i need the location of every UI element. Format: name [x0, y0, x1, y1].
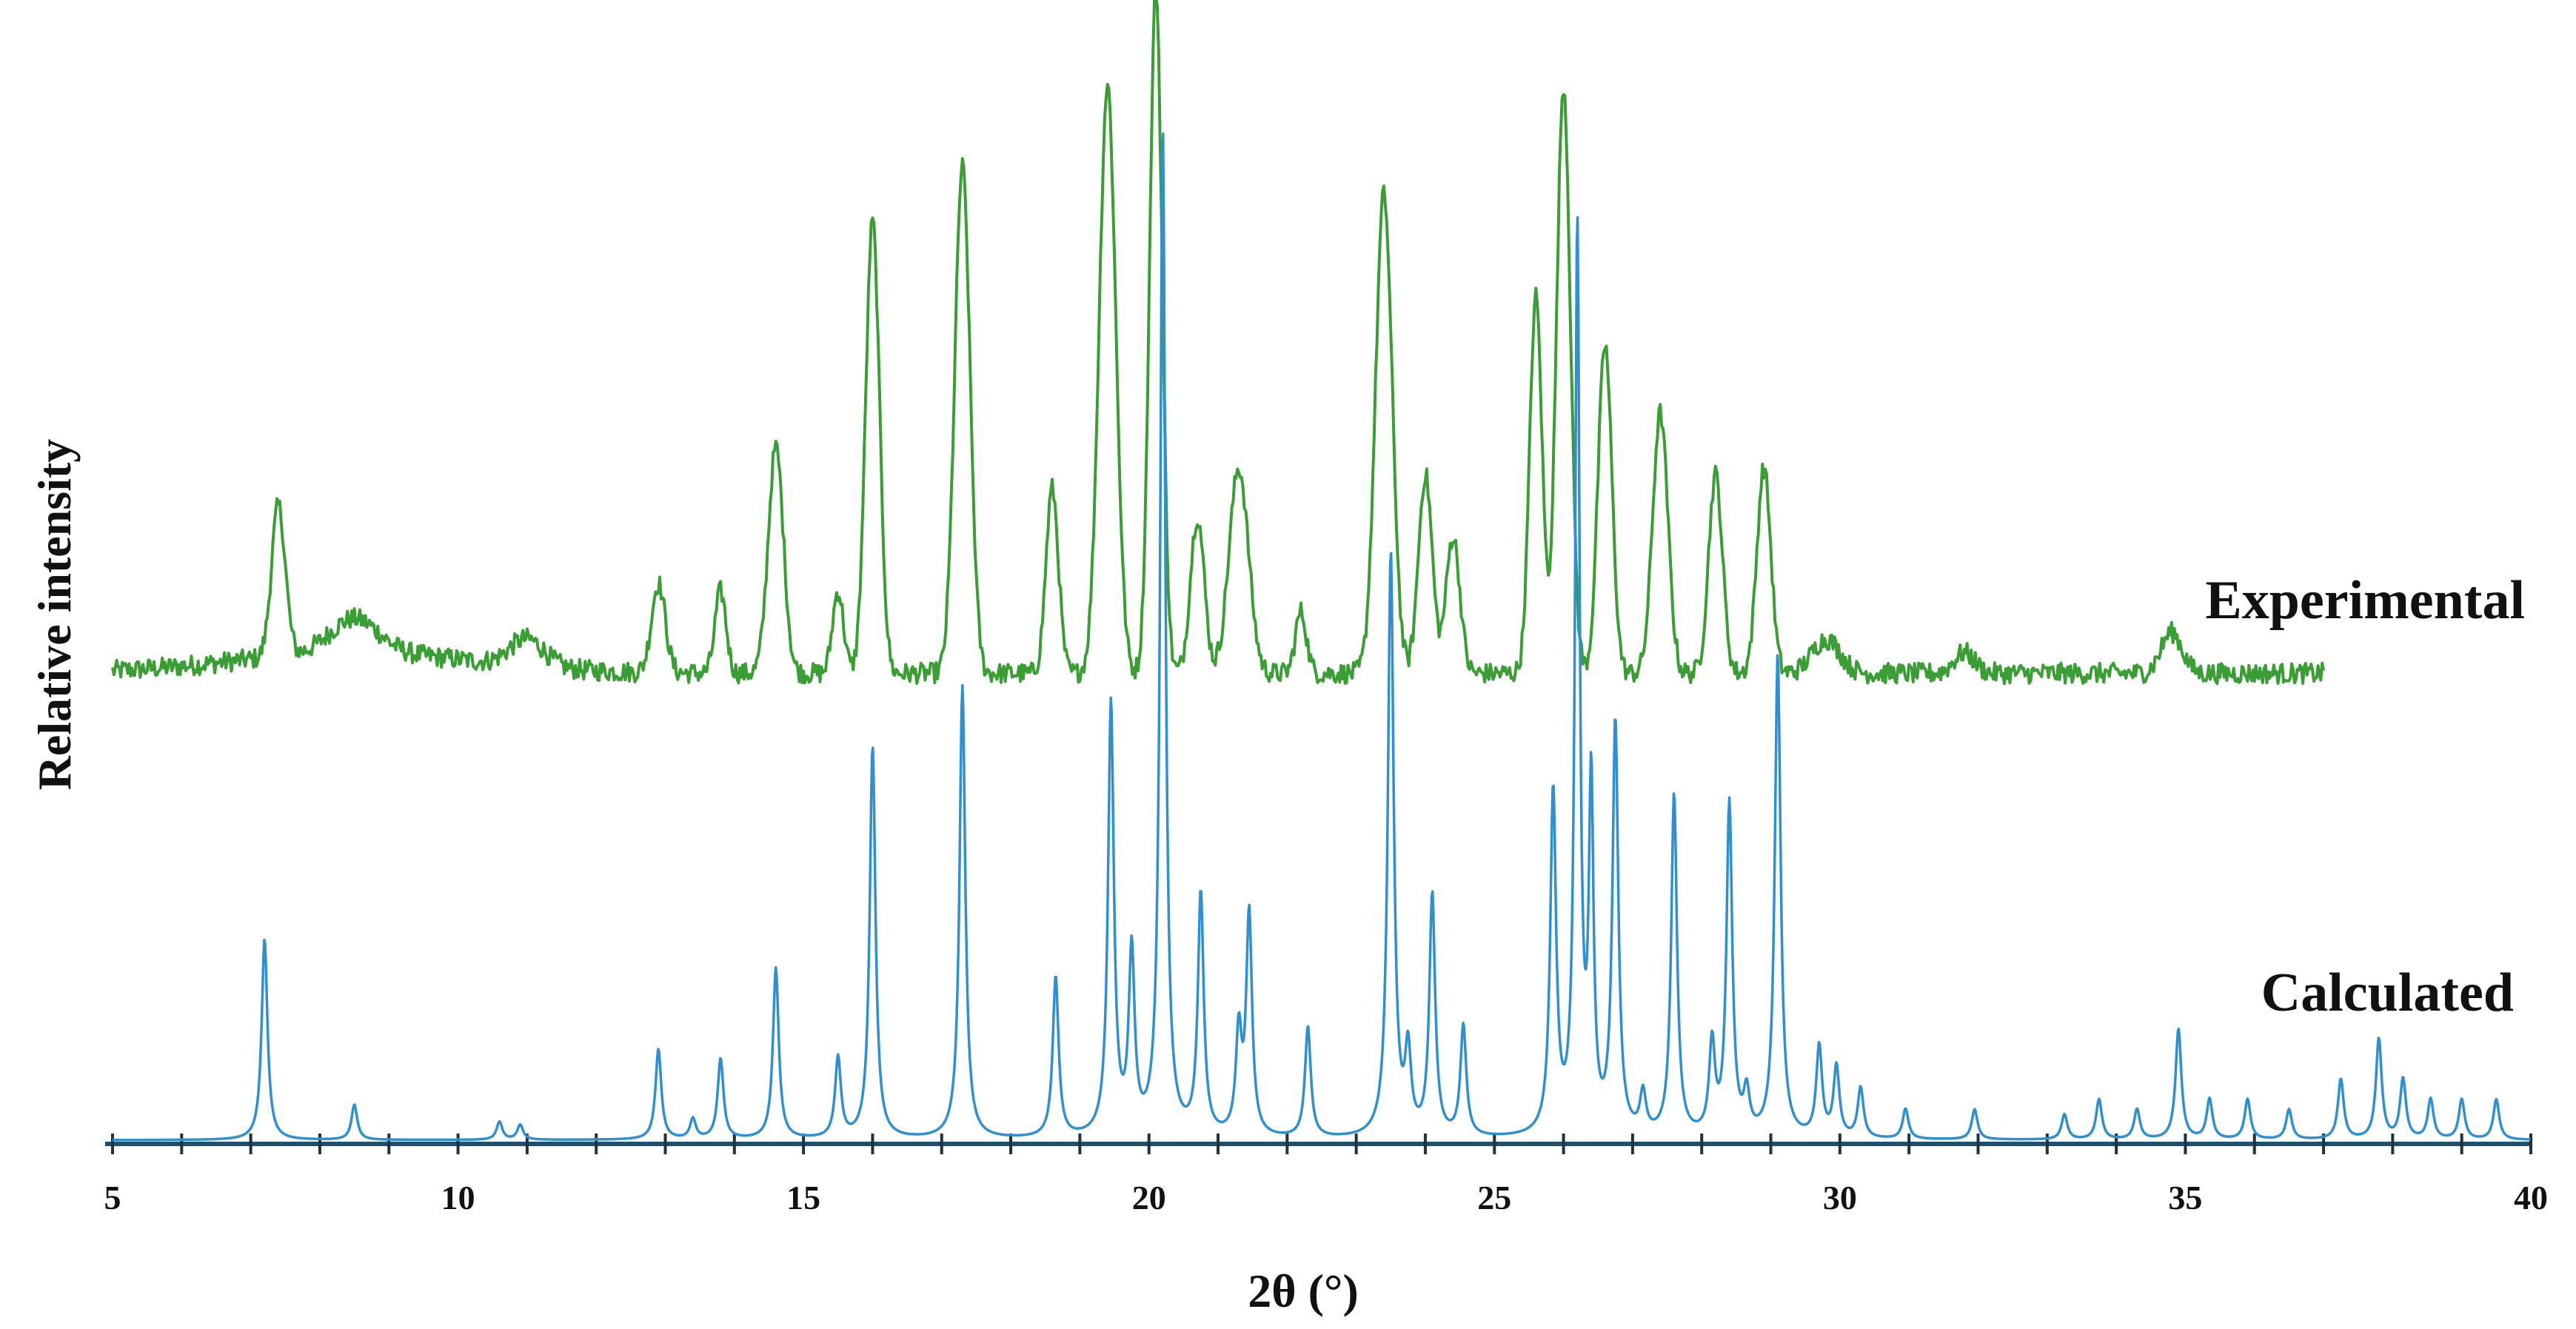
x-tick-label: 35 [2168, 1179, 2202, 1216]
y-axis-title: Relative intensity [28, 439, 81, 791]
x-tick-label: 10 [441, 1179, 475, 1216]
x-tick-label: 30 [1823, 1179, 1857, 1216]
labels-group: Relative intensity 2θ (°) Experimental C… [28, 439, 2525, 1317]
x-tick-label: 40 [2514, 1179, 2548, 1216]
series-label-calculated: Calculated [2261, 963, 2514, 1023]
x-tick-label: 15 [786, 1179, 820, 1216]
series-label-experimental: Experimental [2205, 570, 2525, 631]
x-tick-label: 20 [1132, 1179, 1166, 1216]
x-tick-label: 25 [1477, 1179, 1511, 1216]
series-line-experimental [111, 0, 2326, 686]
series-line-calculated [112, 132, 2531, 1142]
x-axis-title: 2θ (°) [1248, 1265, 1359, 1317]
series-group [111, 0, 2531, 1142]
x-axis: 5 10 15 20 25 30 35 40 [104, 1134, 2548, 1216]
x-tick-label: 5 [104, 1179, 121, 1216]
